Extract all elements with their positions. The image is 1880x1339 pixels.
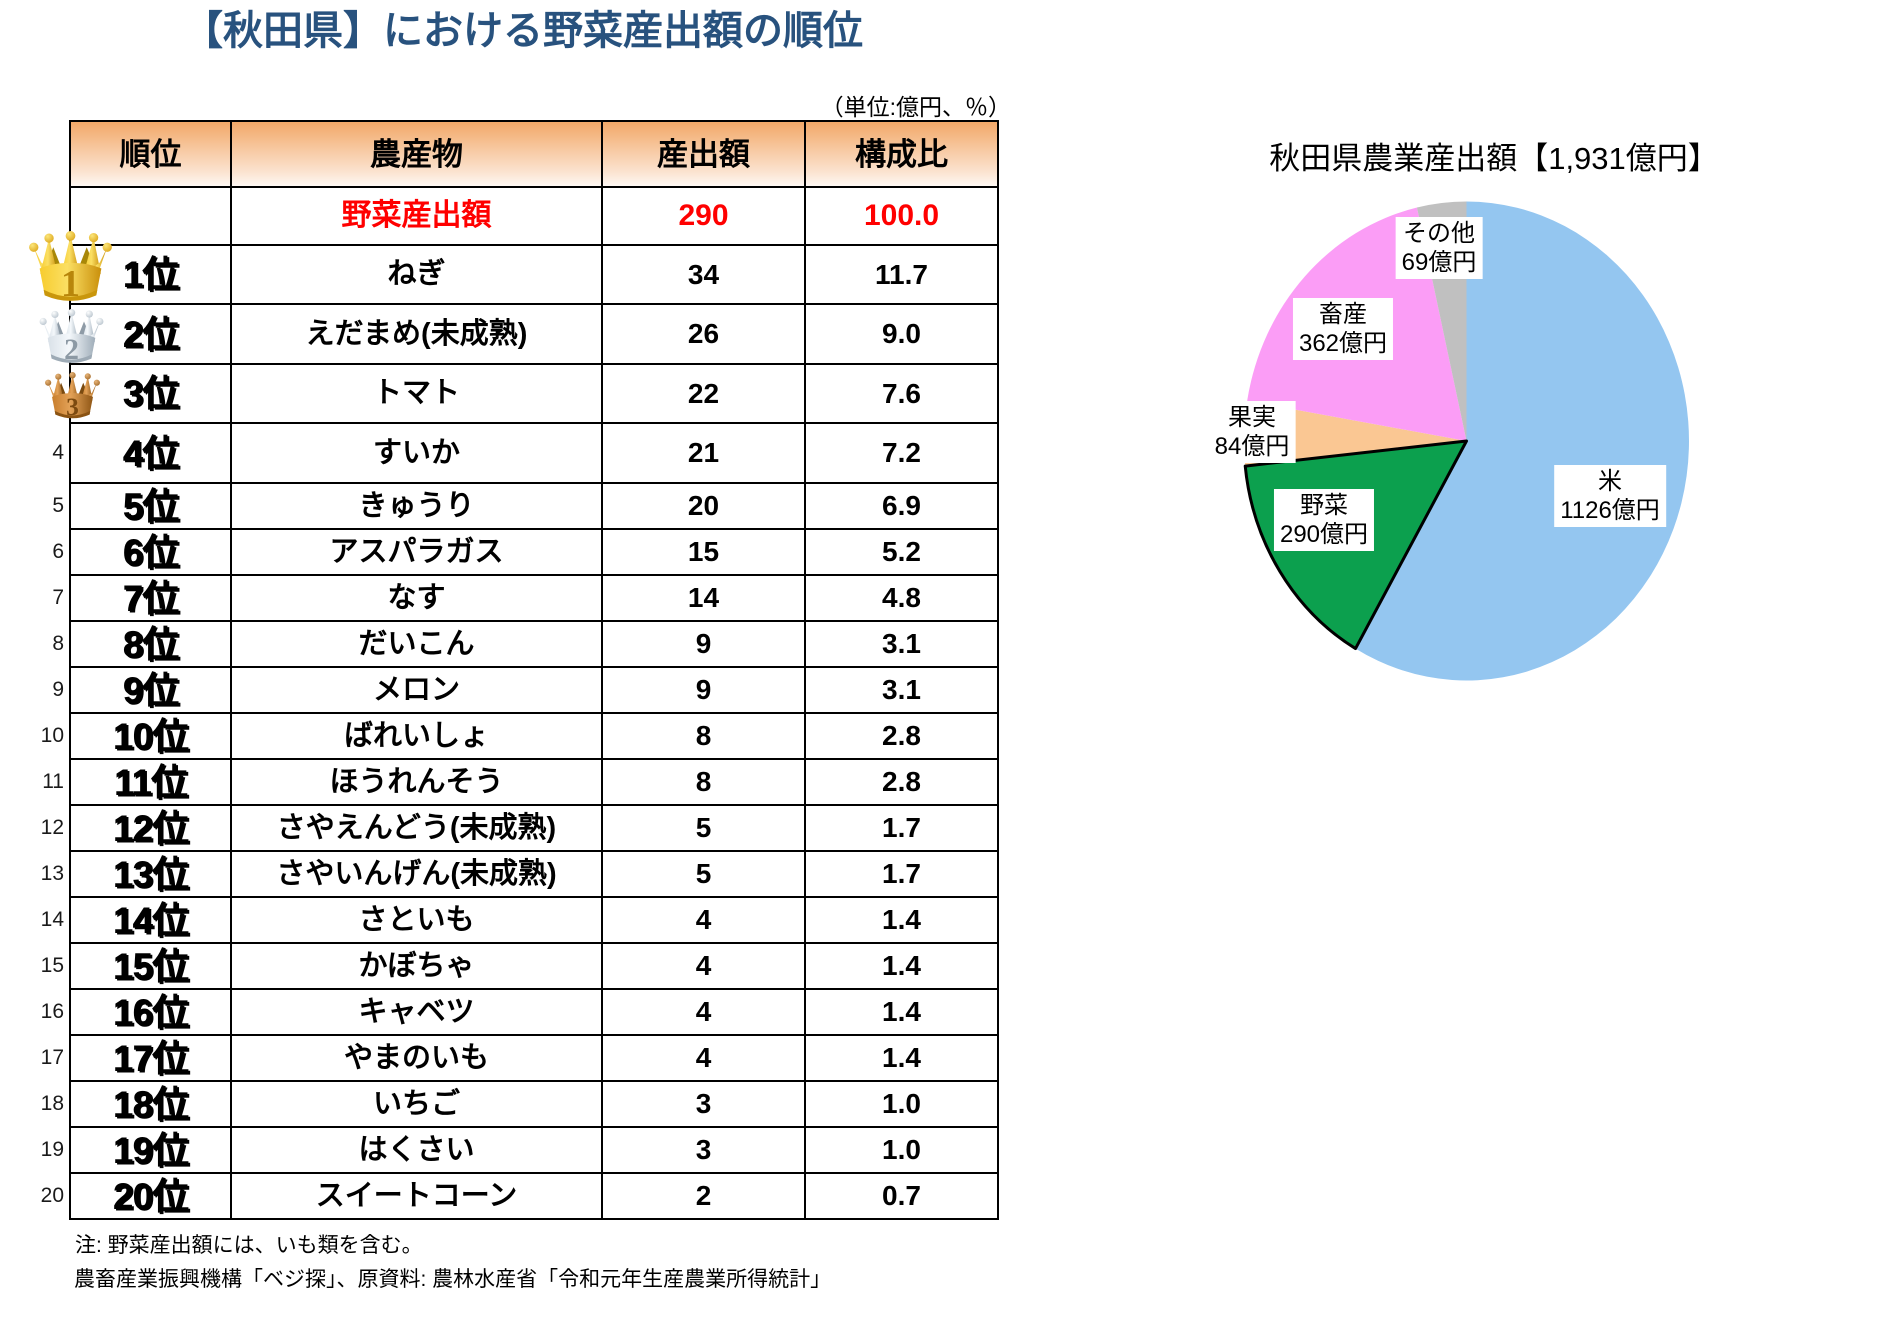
svg-text:3: 3	[66, 392, 79, 421]
svg-text:2: 2	[64, 334, 79, 366]
svg-text:1: 1	[61, 263, 80, 305]
